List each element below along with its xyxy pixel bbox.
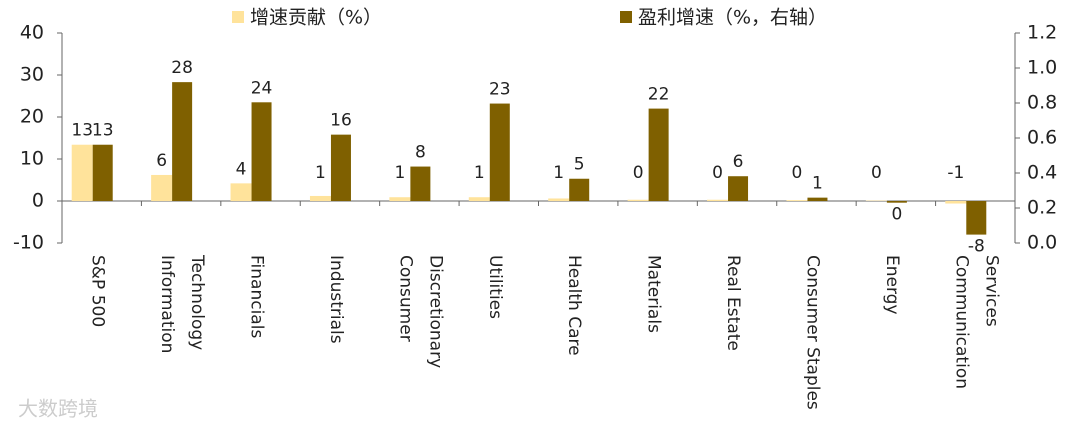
data-label: 24	[251, 78, 273, 98]
y-tick-label: 30	[20, 64, 44, 86]
x-tick-label: Consumer Staples	[802, 255, 822, 410]
y2-tick-label: 0.2	[1027, 197, 1057, 219]
bar	[71, 144, 93, 201]
bar	[648, 108, 669, 201]
bar	[548, 198, 570, 201]
data-label: 8	[415, 143, 426, 163]
y2-tick-label: 1.0	[1027, 57, 1057, 79]
y2-tick-label: 0.0	[1027, 232, 1057, 254]
bar	[627, 199, 649, 201]
watermark: 大数跨境	[18, 397, 98, 421]
legend-label: 增速贡献（%）	[250, 7, 382, 29]
x-tick-label: Materials	[644, 255, 664, 333]
x-tick-label: Financials	[247, 255, 267, 338]
y-tick-label: -10	[13, 232, 44, 254]
data-label: 0	[633, 163, 644, 183]
data-label: 1	[812, 174, 823, 194]
data-label: -1	[947, 163, 964, 183]
data-label: 13	[92, 121, 114, 141]
data-label: 5	[574, 155, 585, 175]
data-label: -8	[968, 237, 985, 257]
data-label: 22	[648, 85, 670, 105]
data-label: 6	[156, 151, 167, 171]
bar	[728, 176, 749, 201]
bar	[786, 200, 808, 201]
data-label: 23	[489, 80, 511, 100]
x-tick-label: Information Technology	[157, 254, 207, 353]
y-tick-label: 20	[20, 106, 44, 128]
bar	[707, 199, 729, 201]
bar	[410, 166, 431, 201]
data-label: 0	[792, 163, 803, 183]
y2-tick-label: 0.6	[1027, 127, 1057, 149]
y2-tick-label: 0.4	[1027, 162, 1057, 184]
x-tick-label: S&P 500	[88, 255, 108, 327]
bar	[886, 201, 907, 203]
data-label: 28	[171, 58, 193, 78]
x-tick-label: Health Care	[564, 255, 584, 356]
x-tick-label: Utilities	[485, 255, 505, 319]
x-tick-label: Consumer Discretionary	[395, 255, 445, 368]
bar	[309, 195, 331, 201]
bar	[489, 103, 510, 201]
bar	[172, 82, 193, 201]
x-tick-label: Communication Services	[951, 255, 1001, 389]
bar	[330, 134, 351, 201]
bar	[966, 201, 987, 235]
y-tick-label: 40	[20, 22, 44, 44]
bar	[569, 178, 590, 201]
bar	[230, 183, 252, 201]
y2-tick-label: 0.8	[1027, 92, 1057, 114]
data-label: 4	[236, 159, 247, 179]
data-label: 0	[712, 163, 723, 183]
data-label: 13	[71, 121, 93, 141]
bar	[945, 201, 967, 204]
x-tick-label: Real Estate	[723, 255, 743, 351]
bar	[151, 174, 173, 201]
data-label: 1	[474, 163, 485, 183]
y-tick-label: 0	[32, 190, 44, 212]
legend-swatch	[620, 11, 632, 23]
bar	[389, 197, 411, 201]
bar	[807, 197, 828, 201]
data-label: 1	[315, 163, 326, 183]
bar	[92, 144, 113, 201]
data-label: 0	[891, 205, 902, 225]
data-label: 1	[553, 163, 564, 183]
data-label: 16	[330, 111, 352, 131]
data-label: 0	[871, 163, 882, 183]
data-label: 1	[394, 163, 405, 183]
x-tick-label: Energy	[882, 255, 902, 315]
data-label: 6	[733, 152, 744, 172]
x-tick-label: Industrials	[326, 255, 346, 344]
y-tick-label: 10	[20, 148, 44, 170]
y2-tick-label: 1.2	[1027, 22, 1057, 44]
legend-swatch	[232, 11, 244, 23]
bar	[251, 102, 272, 201]
bar	[468, 197, 490, 201]
legend-label: 盈利增速（%，右轴）	[638, 7, 827, 29]
